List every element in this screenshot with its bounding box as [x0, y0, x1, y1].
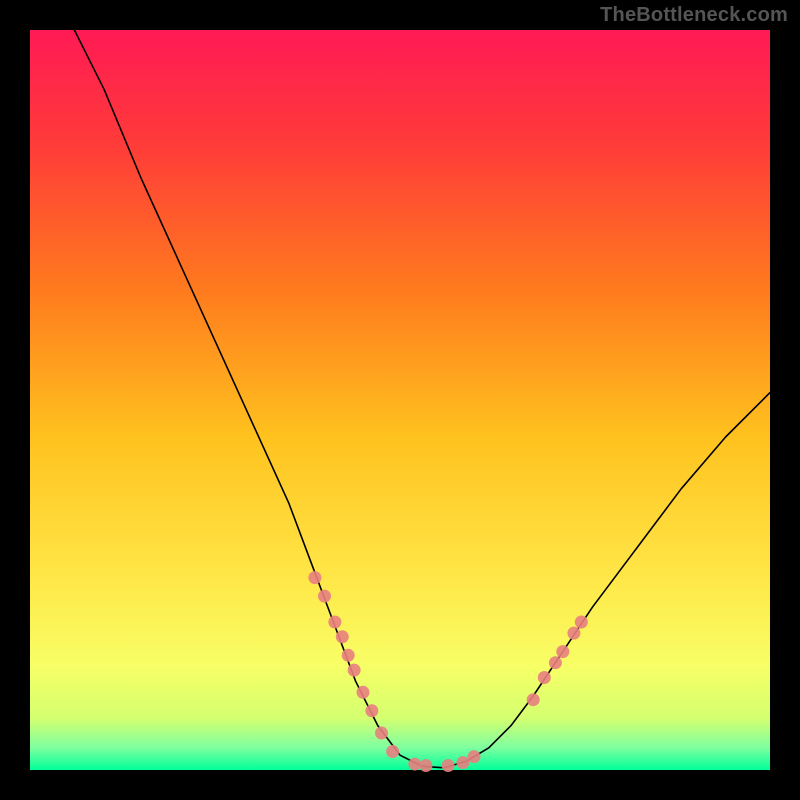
plot-area [30, 30, 770, 770]
watermark-text: TheBottleneck.com [600, 4, 788, 27]
canvas-root: TheBottleneck.com [0, 0, 800, 800]
